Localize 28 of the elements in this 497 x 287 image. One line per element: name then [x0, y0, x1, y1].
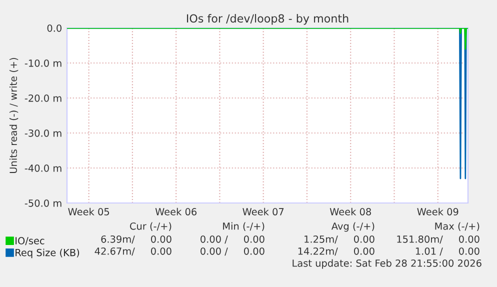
y-tick-label: -40.0 m	[24, 164, 62, 172]
text: Last update: Sat Feb 28 21:55:00 2026	[292, 259, 482, 269]
x-tick-label: Week 06	[155, 208, 197, 216]
chart-title: IOs for /dev/loop8 - by month	[186, 14, 348, 25]
y-tick-label: 0.0	[47, 24, 62, 32]
legend-label: Req Size (KB)	[16, 248, 80, 258]
x-tick-label: Week 05	[68, 208, 110, 216]
x-tick-label: Week 07	[242, 208, 284, 216]
text: 151.80m/ 0.00	[397, 235, 480, 244]
text: Min (-/+)	[223, 222, 264, 231]
y-axis-title: Units read (-) / write (+)	[9, 58, 18, 174]
y-tick-label: -50.0 m	[24, 199, 62, 207]
legend-label: IO/sec	[16, 237, 44, 246]
y-tick-label: -10.0 m	[24, 59, 62, 67]
text: Cur (-/+)	[130, 222, 172, 231]
x-tick-label: Week 08	[330, 208, 371, 216]
y-tick-label: -30.0 m	[24, 129, 62, 137]
text: 6.39m/ 0.00	[101, 235, 172, 244]
text: 0.00 / 0.00	[200, 235, 264, 244]
text: 1.25m/ 0.00	[304, 235, 374, 244]
text: 1.01 / 0.00	[416, 247, 480, 256]
text: 14.22m/ 0.00	[298, 247, 374, 256]
text: Avg (-/+)	[331, 222, 374, 232]
text: Max (-/+)	[435, 222, 480, 231]
text: 0.00 / 0.00	[200, 247, 264, 256]
x-tick-label: Week 09	[417, 208, 458, 216]
text: 42.67m/ 0.00	[94, 247, 172, 256]
y-tick-label: -20.0 m	[24, 94, 62, 102]
